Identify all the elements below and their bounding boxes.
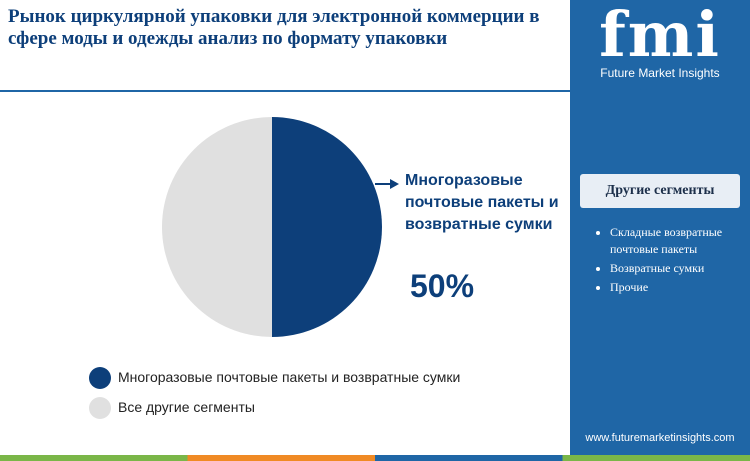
chart-title: Рынок циркулярной упаковки для электронн… bbox=[8, 6, 540, 49]
segment-item: Прочие bbox=[610, 279, 750, 296]
sidebar: fmi Future Market Insights Другие сегмен… bbox=[570, 0, 750, 455]
website: www.futuremarketinsights.com bbox=[585, 432, 735, 444]
segment-item: Возвратные сумки bbox=[610, 260, 750, 277]
legend-label: Многоразовые почтовые пакеты и возвратны… bbox=[118, 369, 461, 385]
segment-item: Складные возвратные почтовые пакеты bbox=[610, 224, 750, 258]
annotation-label: Многоразовые почтовые пакеты и возвратны… bbox=[405, 172, 559, 233]
sidebar-heading: Другие сегменты bbox=[580, 174, 740, 208]
annotation-arrowhead bbox=[390, 179, 399, 189]
legend-label: Все другие сегменты bbox=[118, 399, 255, 415]
pie-slice bbox=[162, 117, 272, 337]
segment-list: Складные возвратные почтовые пакеты Возв… bbox=[590, 224, 750, 298]
legend-swatch bbox=[89, 367, 111, 389]
title-rule bbox=[0, 90, 570, 92]
data-label: 50% bbox=[410, 268, 475, 304]
footer-stripe bbox=[0, 455, 750, 461]
chart bbox=[89, 117, 399, 419]
legend-swatch bbox=[89, 397, 111, 419]
brand: Future Market Insights bbox=[600, 66, 720, 80]
pie-slice bbox=[272, 117, 382, 337]
logo: fmi bbox=[599, 0, 721, 71]
